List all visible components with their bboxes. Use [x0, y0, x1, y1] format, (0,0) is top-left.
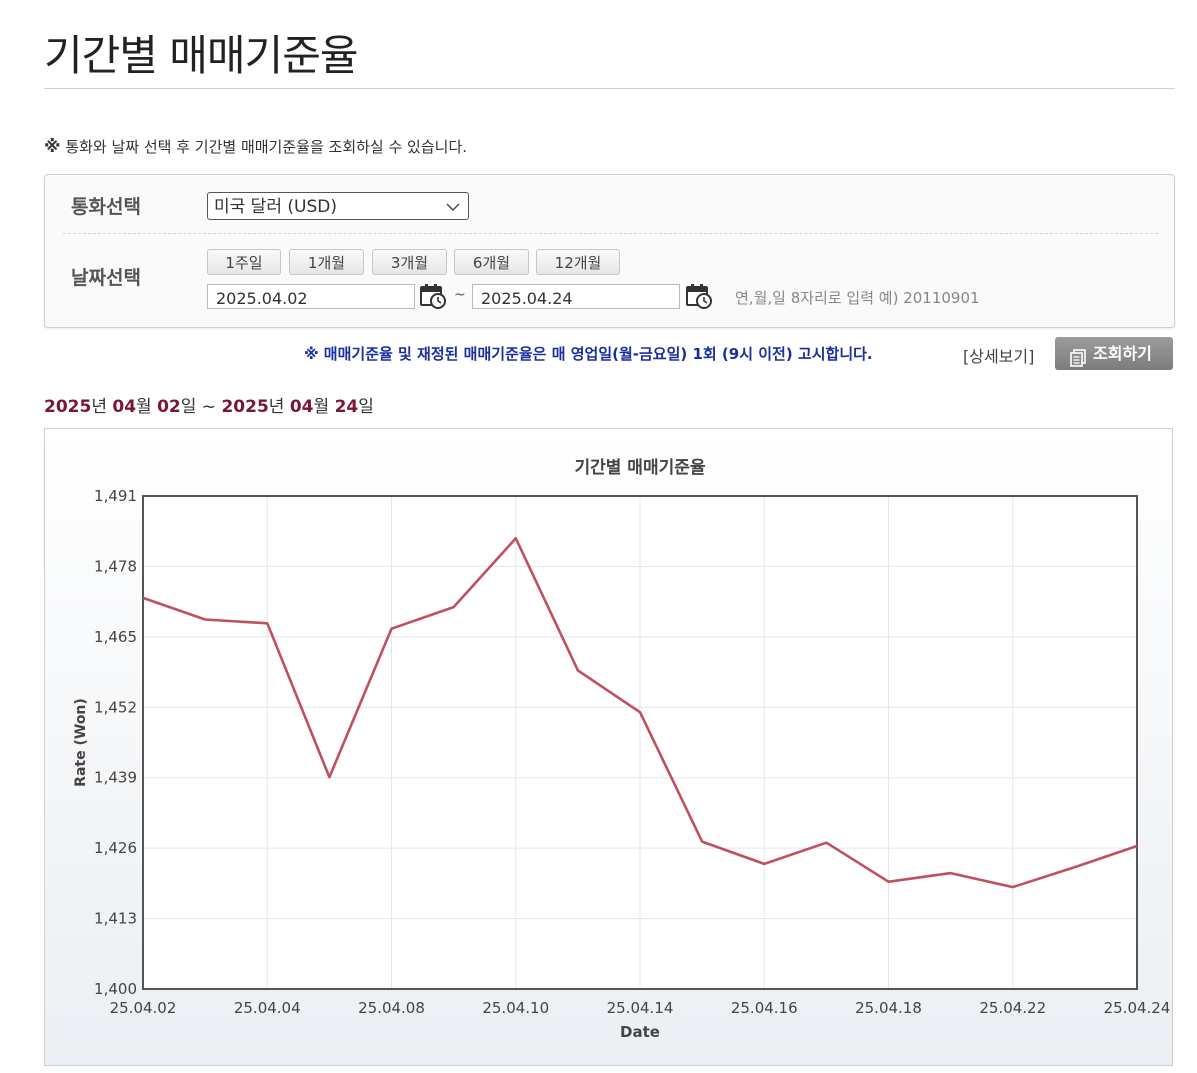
- period-1month-button[interactable]: 1개월: [289, 249, 364, 275]
- x-tick-label: 25.04.08: [358, 999, 425, 1017]
- x-tick-label: 25.04.04: [234, 999, 301, 1017]
- chart-title: 기간별 매매기준율: [574, 458, 705, 478]
- notice-mark: ※: [44, 137, 61, 157]
- date-label: 날짜선택: [71, 267, 141, 289]
- series-line: [142, 537, 1138, 889]
- date-range-label: 2025년 04월 02일 ~ 2025년 04월 24일: [44, 397, 374, 417]
- y-tick-label: 1,413: [94, 910, 137, 928]
- plot-frame: [142, 495, 1138, 990]
- x-tick-label: 25.04.22: [979, 999, 1046, 1017]
- date-range-separator: ~: [454, 287, 466, 303]
- detail-link[interactable]: [상세보기]: [963, 347, 1035, 366]
- period-12month-button[interactable]: 12개월: [536, 249, 620, 275]
- y-tick-label: 1,465: [94, 628, 137, 646]
- rate-chart-svg: 1,400 1,413 1,426 1,439 1,452 1,465 1,478 1,491…: [73, 458, 1171, 1041]
- currency-label: 통화선택: [71, 196, 141, 218]
- y-tick-label: 1,491: [94, 487, 137, 505]
- page-title: 기간별 매매기준율: [44, 31, 358, 80]
- chevron-down-icon: [446, 193, 460, 231]
- currency-select[interactable]: 미국 달러 (USD): [207, 192, 469, 220]
- calendar-icon[interactable]: [419, 282, 447, 310]
- search-button[interactable]: 조회하기: [1055, 337, 1173, 370]
- period-3month-button[interactable]: 3개월: [372, 249, 447, 275]
- notice-body: 통화와 날짜 선택 후 기간별 매매기준율을 조회하실 수 있습니다.: [65, 138, 468, 156]
- notice-schedule-text: ※ 매매기준율 및 재정된 매매기준율은 매 영업일(월-금요일) 1회 (9시…: [304, 345, 873, 363]
- x-tick-label: 25.04.24: [1104, 999, 1171, 1017]
- notice-text: ※ 통화와 날짜 선택 후 기간별 매매기준율을 조회하실 수 있습니다.: [44, 136, 467, 157]
- period-6month-button[interactable]: 6개월: [454, 249, 529, 275]
- calendar-icon[interactable]: [685, 282, 713, 310]
- x-axis-label: Date: [620, 1023, 660, 1041]
- search-form: 통화선택 미국 달러 (USD) 날짜선택 1주일 1개월 3개월 6개월 12…: [44, 174, 1175, 328]
- period-1week-button[interactable]: 1주일: [207, 249, 281, 275]
- end-date-input[interactable]: 2025.04.24: [472, 284, 680, 309]
- x-tick-label: 25.04.16: [731, 999, 798, 1017]
- y-tick-label: 1,400: [94, 980, 137, 998]
- y-tick-label: 1,426: [94, 839, 137, 857]
- rate-chart: 1,400 1,413 1,426 1,439 1,452 1,465 1,478 1,491…: [44, 428, 1173, 1066]
- x-tick-label: 25.04.14: [607, 999, 674, 1017]
- y-tick-label: 1,452: [94, 698, 137, 716]
- date-format-hint: 연,월,일 8자리로 입력 예) 20110901: [735, 289, 980, 307]
- currency-select-value: 미국 달러 (USD): [214, 197, 337, 217]
- search-button-label: 조회하기: [1093, 344, 1152, 363]
- x-tick-label: 25.04.10: [482, 999, 549, 1017]
- title-divider: [44, 88, 1175, 89]
- document-icon: [1070, 345, 1086, 378]
- form-divider: [63, 233, 1158, 234]
- y-tick-label: 1,439: [94, 769, 137, 787]
- x-tick-label: 25.04.02: [110, 999, 177, 1017]
- currency-row: 통화선택 미국 달러 (USD): [45, 175, 1174, 233]
- start-date-input[interactable]: 2025.04.02: [207, 284, 415, 309]
- x-tick-label: 25.04.18: [855, 999, 922, 1017]
- y-axis-label: Rate (Won): [73, 698, 89, 787]
- y-tick-label: 1,478: [94, 557, 137, 575]
